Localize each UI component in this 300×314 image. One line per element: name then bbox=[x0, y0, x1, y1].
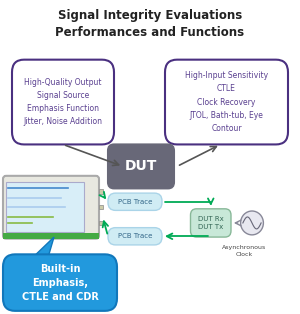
Text: Built-in
Emphasis,
CTLE and CDR: Built-in Emphasis, CTLE and CDR bbox=[22, 263, 98, 302]
Bar bbox=[3, 233, 99, 239]
Text: High-Input Sensitivity
CTLE
Clock Recovery
JTOL, Bath-tub, Eye
Contour: High-Input Sensitivity CTLE Clock Recove… bbox=[185, 71, 268, 133]
Text: DUT Rx
DUT Tx: DUT Rx DUT Tx bbox=[198, 216, 224, 230]
FancyBboxPatch shape bbox=[3, 176, 99, 239]
Text: PCB Trace: PCB Trace bbox=[118, 199, 152, 205]
Text: Signal Integrity Evaluations
Performances and Functions: Signal Integrity Evaluations Performance… bbox=[56, 9, 244, 40]
FancyBboxPatch shape bbox=[3, 254, 117, 311]
FancyBboxPatch shape bbox=[108, 144, 174, 188]
Bar bbox=[99, 205, 103, 209]
Text: PCB Trace: PCB Trace bbox=[118, 233, 152, 239]
FancyBboxPatch shape bbox=[165, 60, 288, 144]
FancyBboxPatch shape bbox=[190, 209, 231, 237]
Circle shape bbox=[241, 211, 263, 235]
FancyBboxPatch shape bbox=[12, 60, 114, 144]
Text: High-Quality Output
Signal Source
Emphasis Function
Jitter, Noise Addition: High-Quality Output Signal Source Emphas… bbox=[23, 78, 103, 126]
FancyBboxPatch shape bbox=[6, 182, 84, 232]
Polygon shape bbox=[36, 237, 54, 257]
Text: DUT: DUT bbox=[125, 160, 157, 173]
Bar bbox=[99, 221, 103, 225]
FancyBboxPatch shape bbox=[108, 193, 162, 210]
FancyBboxPatch shape bbox=[108, 228, 162, 245]
Bar bbox=[99, 189, 103, 194]
Text: Asynchronous
Clock: Asynchronous Clock bbox=[222, 245, 267, 257]
